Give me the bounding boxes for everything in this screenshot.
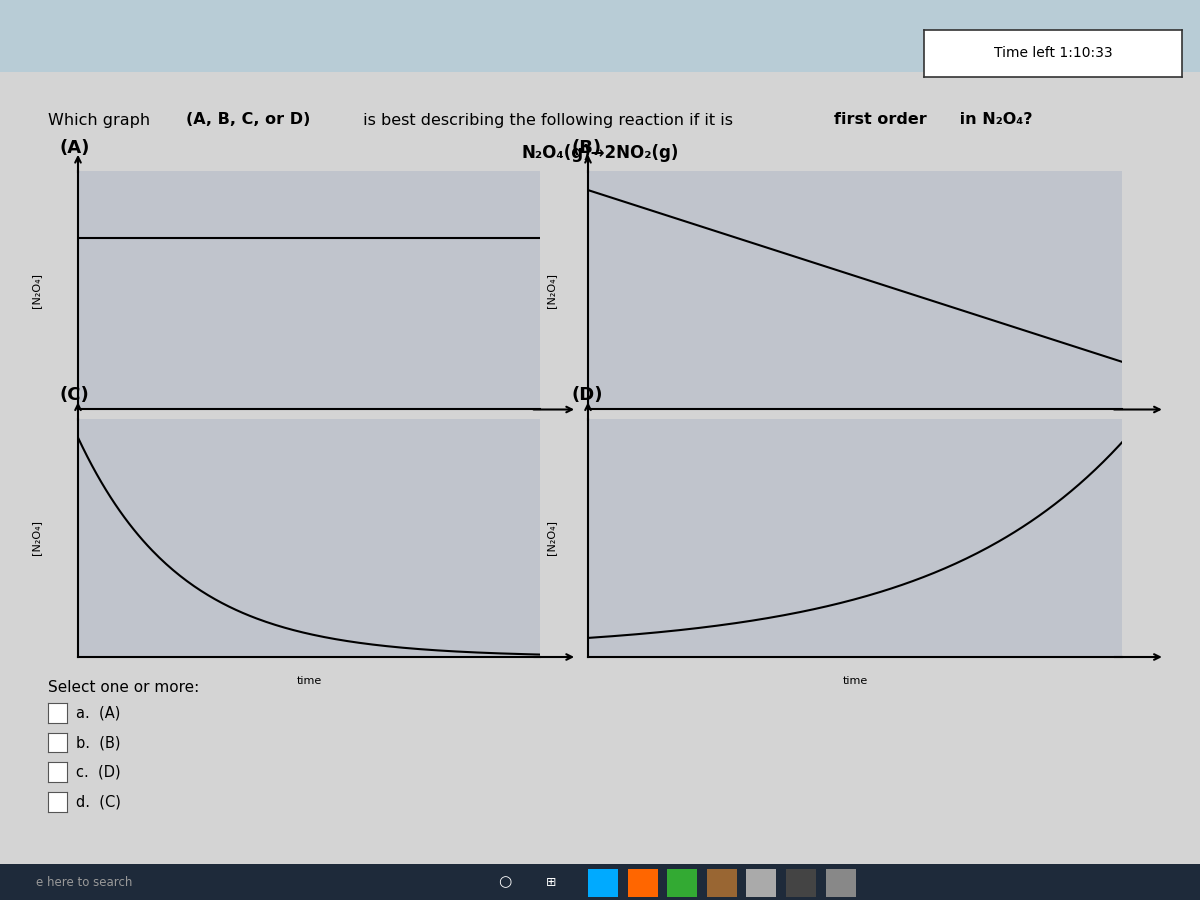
Text: ⊞: ⊞ <box>546 876 557 888</box>
Text: Which graph: Which graph <box>48 112 155 128</box>
Text: is best describing the following reaction if it is: is best describing the following reactio… <box>358 112 738 128</box>
Text: ○: ○ <box>498 875 511 889</box>
Text: N₂O₄(g)→2NO₂(g): N₂O₄(g)→2NO₂(g) <box>521 144 679 162</box>
Text: time: time <box>296 676 322 686</box>
Text: time: time <box>842 428 868 438</box>
Text: first order: first order <box>834 112 926 128</box>
Text: d.  (C): d. (C) <box>76 795 120 809</box>
Text: Time left 1:10:33: Time left 1:10:33 <box>994 46 1112 60</box>
Text: a.  (A): a. (A) <box>76 706 120 720</box>
Text: (A): (A) <box>60 139 90 157</box>
Text: [N₂O₄]: [N₂O₄] <box>31 273 42 308</box>
Text: in N₂O₄?: in N₂O₄? <box>954 112 1032 128</box>
Text: [N₂O₄]: [N₂O₄] <box>31 520 42 555</box>
Text: (D): (D) <box>572 386 604 404</box>
Text: c.  (D): c. (D) <box>76 765 120 779</box>
Text: Select one or more:: Select one or more: <box>48 680 199 695</box>
Text: time: time <box>296 428 322 438</box>
Text: (B): (B) <box>572 139 602 157</box>
Text: [N₂O₄]: [N₂O₄] <box>546 273 556 308</box>
Text: b.  (B): b. (B) <box>76 735 120 750</box>
Text: (A, B, C, or D): (A, B, C, or D) <box>186 112 311 128</box>
Text: [N₂O₄]: [N₂O₄] <box>546 520 556 555</box>
Text: time: time <box>842 676 868 686</box>
Text: e here to search: e here to search <box>36 876 132 888</box>
Text: (C): (C) <box>60 386 89 404</box>
